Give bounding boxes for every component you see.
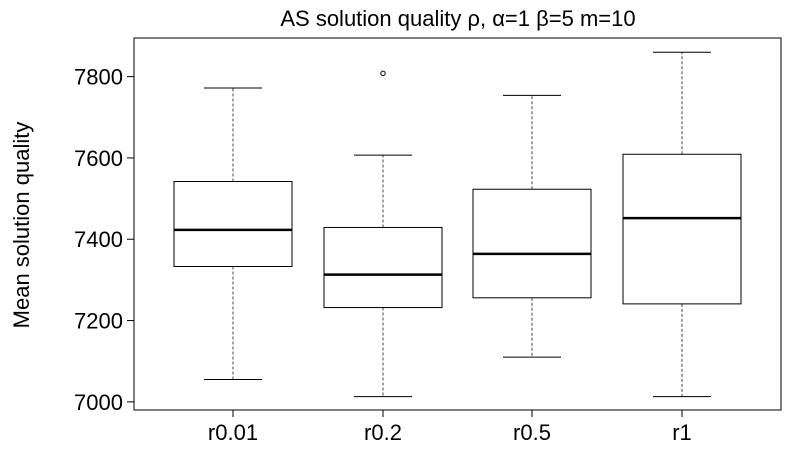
y-tick-label: 7200 [74, 309, 123, 334]
chart-title: AS solution quality ρ, α=1 β=5 m=10 [280, 6, 635, 31]
x-tick-label: r0.01 [208, 420, 258, 445]
y-tick-label: 7400 [74, 227, 123, 252]
plot-frame [133, 37, 782, 411]
box-r0.2 [323, 226, 443, 309]
y-tick-label: 7000 [74, 390, 123, 415]
box-r1 [622, 153, 742, 305]
x-tick-label: r0.2 [364, 420, 402, 445]
box-r0.01 [173, 181, 293, 267]
x-tick-label: r0.5 [513, 420, 551, 445]
outlier-point [380, 70, 386, 77]
y-axis-label: Mean solution quality [9, 122, 34, 329]
box-r0.5 [472, 188, 592, 299]
y-tick-label: 7600 [74, 146, 123, 171]
x-tick-label: r1 [672, 420, 692, 445]
y-tick-label: 7800 [74, 65, 123, 90]
